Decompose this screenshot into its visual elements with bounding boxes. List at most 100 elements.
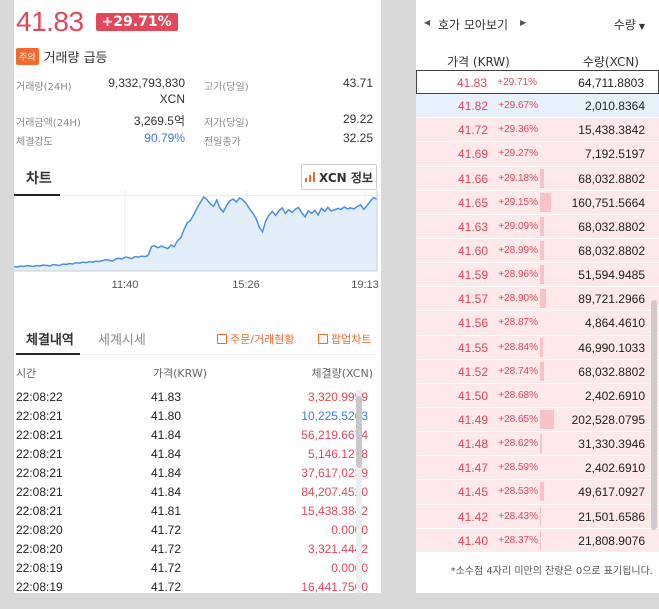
ask-row[interactable]: 41.59 +28.96% 51,594.9485 xyxy=(416,263,659,288)
ask-row[interactable]: 41.65 +29.15% 160,751.5664 xyxy=(416,190,659,215)
tab-trades[interactable]: 체결내역 xyxy=(16,323,80,355)
trade-row: 22:08:19 41.72 16,441.7500 xyxy=(14,578,374,593)
trade-qty: 84,207.4520 xyxy=(301,485,368,499)
next-arrow-icon[interactable]: ▶ xyxy=(520,18,527,27)
ask-row[interactable]: 41.72 +29.36% 15,438.3842 xyxy=(416,118,659,143)
trade-price: 41.81 xyxy=(150,504,181,518)
trade-list-scrollbar[interactable] xyxy=(356,390,362,593)
depth-bar xyxy=(540,289,546,309)
ask-price: 41.49 xyxy=(457,412,488,427)
ask-price: 41.48 xyxy=(457,437,488,452)
ask-change: +28.87% xyxy=(498,317,538,329)
trade-row: 22:08:21 41.84 5,146.1278 xyxy=(14,445,374,464)
xcn-info-label: XCN 정보 xyxy=(319,170,373,185)
ask-price: 41.55 xyxy=(457,340,488,355)
trade-time: 22:08:19 xyxy=(16,561,63,575)
ask-qty: 68,032.8802 xyxy=(578,364,645,379)
ob-price-header: 가격 (KRW) xyxy=(447,55,510,69)
trade-row: 22:08:21 41.84 37,617.0239 xyxy=(14,464,374,483)
trade-price: 41.84 xyxy=(150,447,181,461)
ask-change: +29.27% xyxy=(498,148,538,160)
ask-price: 41.69 xyxy=(457,147,488,162)
ask-row[interactable]: 41.56 +28.87% 4,864.4610 xyxy=(416,311,659,336)
depth-bar xyxy=(540,265,544,285)
ask-change: +28.99% xyxy=(498,244,538,256)
trade-time: 22:08:20 xyxy=(16,523,63,537)
trade-tabs: 체결내역 세계시세 주문/거래현황 팝업차트 xyxy=(14,323,377,355)
qty-selector[interactable]: 수량 ▼ xyxy=(614,16,645,33)
trade-time: 22:08:21 xyxy=(16,428,63,442)
trade-row: 22:08:22 41.83 3,320.9999 xyxy=(14,388,374,407)
aggregate-toggle[interactable]: 호가 모아보기 xyxy=(438,18,509,32)
qty-selector-label: 수량 xyxy=(613,18,636,32)
ask-qty: 64,711.8803 xyxy=(578,76,644,90)
ask-price: 41.47 xyxy=(457,461,488,476)
chart-header: 차트 XCN 정보 xyxy=(14,158,381,196)
orderbook-panel: ◀ 호가 모아보기 ▶ 수량 ▼ 가격 (KRW) 수량(XCN) 41.83 +2… xyxy=(416,0,659,593)
ask-row[interactable]: 41.60 +28.99% 68,032.8802 xyxy=(416,238,659,264)
trade-row: 22:08:21 41.84 84,207.4520 xyxy=(14,483,374,502)
depth-bar xyxy=(540,482,544,502)
ask-qty: 2,402.6910 xyxy=(584,388,645,403)
x-tick-label: 19:13 xyxy=(351,279,379,291)
tab-chart[interactable]: 차트 xyxy=(14,164,60,196)
high-label: 고가(당일) xyxy=(204,82,249,93)
prev-arrow-icon[interactable]: ◀ xyxy=(424,18,431,27)
bar-chart-icon xyxy=(305,172,316,182)
ask-row[interactable]: 41.49 +28.65% 202,528.0795 xyxy=(416,407,659,433)
ask-price: 41.56 xyxy=(457,316,488,331)
price-column-header: 가격(KRW) xyxy=(152,367,207,380)
amount-24h-label: 거래금액(24H) xyxy=(16,118,81,129)
strength-label: 체결강도 xyxy=(16,137,53,148)
trade-price: 41.83 xyxy=(150,390,181,404)
ask-row[interactable]: 41.66 +29.18% 68,032.8802 xyxy=(416,166,659,191)
ask-price: 41.59 xyxy=(457,268,488,283)
depth-bar xyxy=(540,216,544,236)
ask-qty: 68,032.8802 xyxy=(578,171,645,186)
ask-row[interactable]: 41.69 +29.27% 7,192.5197 xyxy=(416,142,659,167)
trade-price: 41.84 xyxy=(150,485,181,499)
ask-row[interactable]: 41.47 +28.59% 2,402.6910 xyxy=(416,456,659,481)
trade-price: 41.72 xyxy=(150,542,181,556)
ask-qty: 202,528.0795 xyxy=(571,412,645,427)
qty-column-header: 체결량(XCN) xyxy=(311,367,373,380)
depth-bar xyxy=(540,240,544,260)
ask-row[interactable]: 41.50 +28.68% 2,402.6910 xyxy=(416,383,659,408)
trade-price: 41.84 xyxy=(150,428,181,442)
ask-price: 41.82 xyxy=(457,99,488,114)
depth-bar xyxy=(540,434,542,454)
ask-row[interactable]: 41.40 +28.37% 21,808.9076 xyxy=(416,528,659,553)
price-chart[interactable]: 11:40 15:26 19:13 xyxy=(14,190,381,296)
popup-chart-label: 팝업차트 xyxy=(331,333,372,346)
orderbook-toolbar: ◀ 호가 모아보기 ▶ 수량 ▼ xyxy=(416,0,659,44)
ask-row[interactable]: 41.55 +28.84% 46,990.1033 xyxy=(416,335,659,360)
ask-price: 41.57 xyxy=(457,292,488,307)
ask-row[interactable]: 41.48 +28.62% 31,330.3946 xyxy=(416,432,659,457)
ask-row[interactable]: 41.45 +28.53% 49,617.0927 xyxy=(416,480,659,505)
ask-row[interactable]: 41.57 +28.90% 89,721.2966 xyxy=(416,287,659,312)
ask-price: 41.83 xyxy=(456,76,487,90)
ask-row[interactable]: 41.52 +28.74% 68,032.8802 xyxy=(416,359,659,384)
ask-price: 41.40 xyxy=(457,533,488,548)
page-scrollbar[interactable] xyxy=(651,300,657,530)
ask-qty: 21,808.9076 xyxy=(578,533,645,548)
xcn-info-button[interactable]: XCN 정보 xyxy=(301,164,377,190)
popup-chart-link[interactable]: 팝업차트 xyxy=(318,331,371,347)
ask-price: 41.60 xyxy=(457,243,488,258)
ask-change: +28.96% xyxy=(498,269,538,281)
ask-price: 41.65 xyxy=(457,195,488,210)
ask-qty: 160,751.5664 xyxy=(571,195,645,210)
tab-world-price[interactable]: 세계시세 xyxy=(98,333,146,348)
depth-bar xyxy=(540,506,541,526)
ask-row[interactable]: 41.63 +29.09% 68,032.8802 xyxy=(416,214,659,239)
ask-row[interactable]: 41.82 +29.67% 2,010.8364 xyxy=(416,94,659,119)
current-price: 41.83 xyxy=(16,6,84,37)
ask-row[interactable]: 41.83 +29.71% 64,711.8803 xyxy=(416,70,659,95)
low-label: 저가(당일) xyxy=(204,118,249,129)
ask-price: 41.72 xyxy=(457,123,488,138)
scroll-thumb[interactable] xyxy=(356,396,362,468)
trade-time: 22:08:22 xyxy=(16,390,63,404)
orders-link[interactable]: 주문/거래현황 xyxy=(217,331,294,347)
ask-qty: 7,192.5197 xyxy=(584,147,645,162)
ask-row[interactable]: 41.42 +28.43% 21,501.6586 xyxy=(416,504,659,529)
